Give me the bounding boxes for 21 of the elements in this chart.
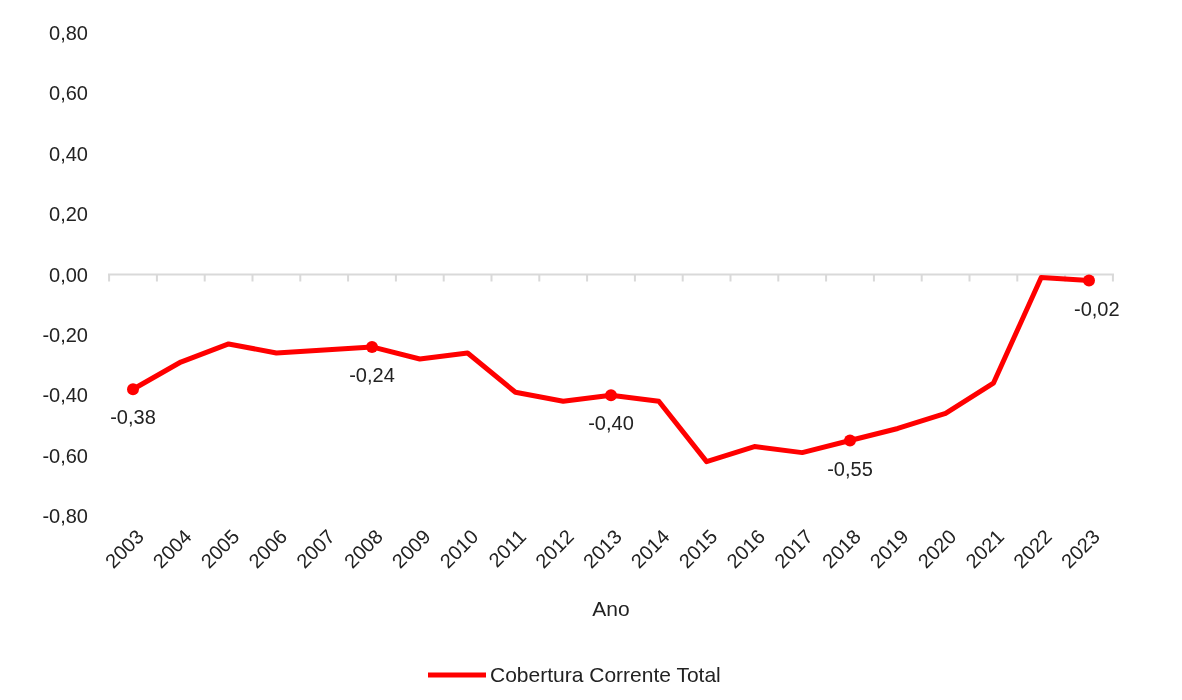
y-tick-label: 0,00 <box>49 263 88 286</box>
y-tick-label: -0,40 <box>42 384 88 407</box>
y-tick-label: 0,20 <box>49 203 88 226</box>
y-tick-label: 0,60 <box>49 82 88 105</box>
data-label: -0,55 <box>827 457 873 480</box>
data-label: -0,02 <box>1074 297 1120 320</box>
point <box>605 389 617 402</box>
y-tick-label: -0,80 <box>42 505 88 527</box>
data-label: -0,24 <box>349 363 395 386</box>
point <box>366 340 378 353</box>
y-tick-label: 0,80 <box>49 22 88 44</box>
point <box>1083 274 1095 287</box>
data-label: -0,40 <box>588 412 634 435</box>
point <box>127 383 139 396</box>
x-axis-title: Ano <box>592 597 630 620</box>
legend-label: Cobertura Corrente Total <box>490 663 721 686</box>
point <box>844 434 856 447</box>
y-tick-label: 0,40 <box>49 142 88 165</box>
y-tick-label: -0,20 <box>42 323 88 346</box>
y-tick-label: -0,60 <box>42 444 88 467</box>
data-label: -0,38 <box>110 406 156 429</box>
